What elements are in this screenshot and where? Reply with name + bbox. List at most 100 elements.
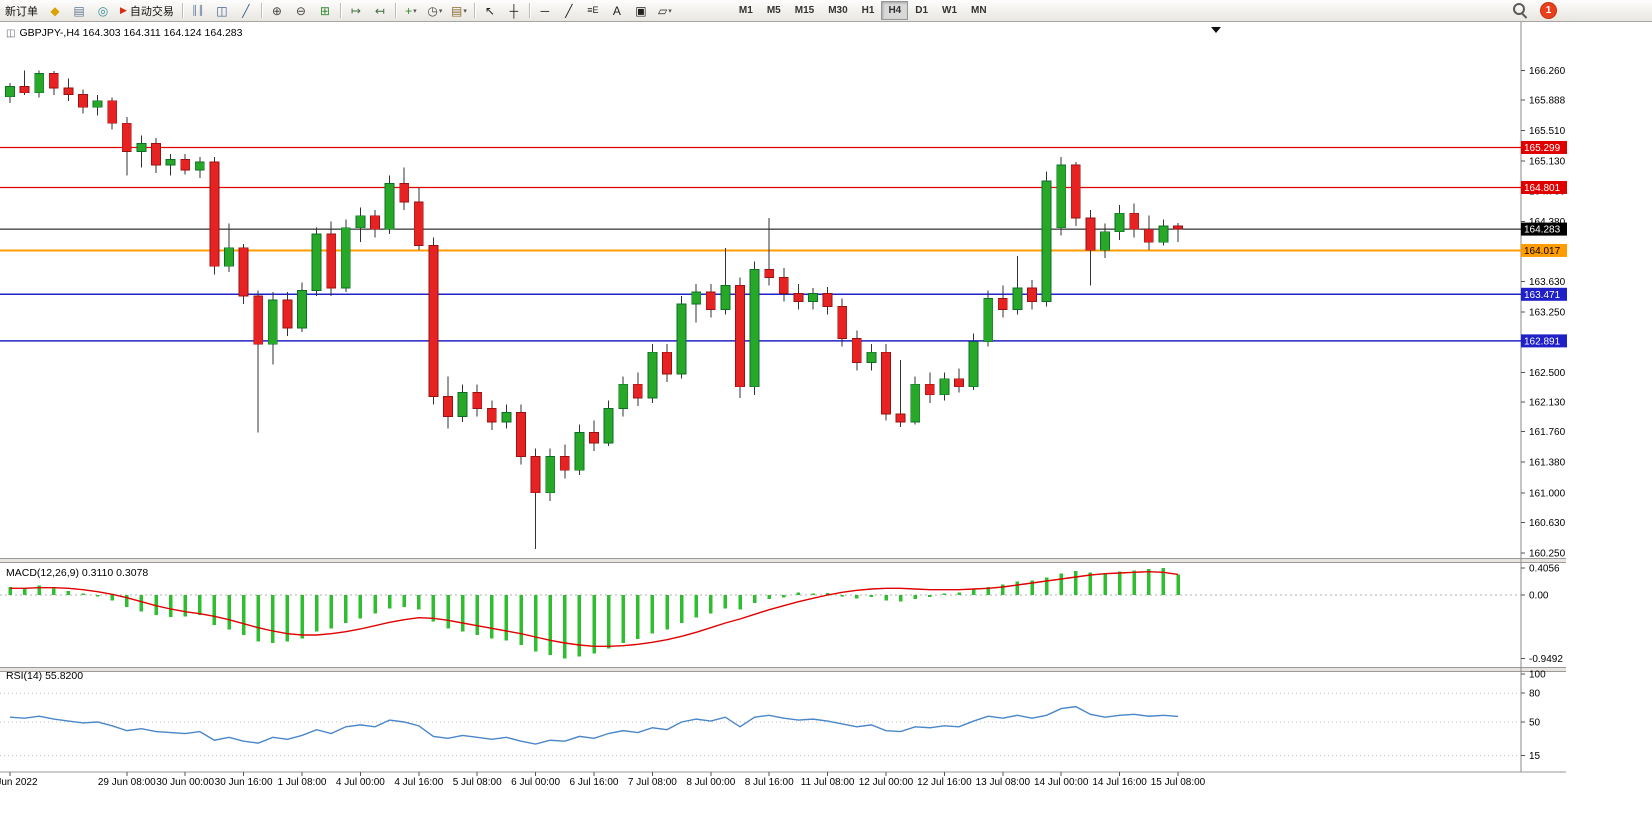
print-icon[interactable]: ▤: [67, 1, 91, 21]
line-chart-icon[interactable]: ╱: [234, 1, 258, 21]
trendline-icon: ╱: [565, 3, 573, 18]
text-tool-icon[interactable]: A: [605, 1, 629, 21]
candle: [778, 277, 789, 294]
rsi-axis-label: 80: [1529, 689, 1541, 700]
candle: [954, 378, 964, 388]
fibonacci-icon[interactable]: ≡E: [581, 1, 605, 21]
horizontal-lines[interactable]: [0, 146, 1521, 342]
candle: [632, 383, 643, 399]
price-axis-label: 161.000: [1529, 488, 1566, 499]
arrows-tool-icon[interactable]: ▣: [629, 1, 653, 21]
candle: [78, 93, 88, 108]
tile-windows-icon[interactable]: ⊞: [313, 1, 337, 21]
trendline-icon[interactable]: ╱: [557, 1, 581, 21]
toolbar-separator: [528, 3, 530, 18]
candle: [1085, 217, 1096, 251]
time-axis-label: 1 Jul 08:00: [278, 777, 327, 788]
zoom-out-icon[interactable]: ⊖: [289, 1, 313, 21]
candle: [151, 142, 161, 166]
candle: [1143, 228, 1154, 243]
candle: [311, 233, 322, 291]
candle: [691, 291, 702, 305]
candle: [48, 73, 59, 89]
candle: [530, 456, 541, 494]
symbol-ohlc-header: ◫ GBPJPY-,H4 164.303 164.311 164.124 164…: [6, 27, 242, 39]
macd-signal-line: [10, 570, 1179, 648]
price-chart-svg[interactable]: 166.260165.888165.510165.130164.760164.3…: [0, 22, 1652, 791]
time-axis-label: 30 Jun 16:00: [215, 777, 273, 788]
chart-shift-marker[interactable]: [1211, 27, 1221, 33]
timeframe-h1[interactable]: H1: [861, 5, 875, 16]
price-tags[interactable]: 165.299 164.801 164.283 164.017 163.471 162.8…: [1521, 140, 1567, 348]
timeframe-mn[interactable]: MN: [971, 5, 987, 16]
new-order-button[interactable]: 新订单: [0, 1, 43, 21]
macd-indicator-label: MACD(12,26,9) 0.3110 0.3078: [6, 567, 149, 579]
time-axis-label: 6 Jul 00:00: [511, 777, 560, 788]
price-axis-label: 161.380: [1529, 458, 1566, 469]
profile-icon[interactable]: ◆: [43, 1, 67, 21]
time-axis-label: 14 Jul 16:00: [1092, 777, 1147, 788]
timeframe-w1[interactable]: W1: [942, 5, 958, 16]
cursor-icon[interactable]: ↖: [478, 1, 502, 21]
candle: [749, 269, 760, 388]
bar-chart-icon[interactable]: ║║: [186, 1, 210, 21]
chart-shift-icon[interactable]: ↤: [368, 1, 392, 21]
periods-icon: ◷: [427, 3, 438, 18]
timeframe-m1[interactable]: M1: [738, 5, 753, 16]
timeframe-m30[interactable]: M30: [828, 5, 848, 16]
candle: [355, 215, 366, 229]
search-icon[interactable]: [1513, 3, 1529, 19]
price-axis-label: 163.630: [1529, 277, 1566, 288]
time-axis-label: 28 Jun 2022: [0, 777, 38, 788]
horizontal-line-icon[interactable]: ─: [533, 1, 557, 21]
auto-scroll-icon[interactable]: ↦: [344, 1, 368, 21]
panel-separator[interactable]: [0, 558, 1566, 563]
timeframe-d1[interactable]: D1: [915, 5, 929, 16]
zoom-in-icon[interactable]: ⊕: [265, 1, 289, 21]
tile-windows-icon: ⊞: [319, 3, 330, 18]
notification-badge[interactable]: 1: [1541, 3, 1556, 18]
data-window-icon[interactable]: ◎: [91, 1, 115, 21]
rsi-line: [9, 705, 1179, 745]
panel-separator[interactable]: [0, 667, 1566, 672]
candle: [1027, 287, 1037, 303]
candle: [486, 408, 497, 423]
rsi-axis-label: 50: [1529, 718, 1541, 729]
chart-window[interactable]: 166.260165.888165.510165.130164.760164.3…: [0, 22, 1652, 791]
candle: [224, 247, 234, 267]
shapes-dropdown[interactable]: ▱ ▾: [653, 1, 677, 21]
candle: [924, 383, 935, 396]
candlestick-chart-icon[interactable]: ◫: [210, 1, 234, 21]
search-lens: [1513, 3, 1525, 15]
price-axis[interactable]: 166.260165.888165.510165.130164.760164.3…: [1521, 66, 1566, 560]
price-axis-label: 163.250: [1529, 308, 1566, 319]
text-tool-icon: A: [612, 3, 621, 18]
toolbar: 新订单 ◆ ▤ ◎ ▶ 自动交易 ║║ ◫ ╱ ⊕ ⊖ ⊞ ↦ ↤ + ▾ ◷ ▾ ▤ ▾ ↖ ┼ ─ ╱ ≡E A ▣ ▱ ▾ M1 M5…: [0, 0, 1652, 22]
templates-dropdown[interactable]: ▤ ▾: [447, 1, 471, 21]
chart-type-mini-icon: ◫: [6, 27, 16, 39]
timeframe-m15[interactable]: M15: [794, 5, 815, 16]
timeframe-h4[interactable]: H4: [881, 1, 909, 20]
candle: [165, 159, 176, 166]
rsi-indicator-label: RSI(14) 55.8200: [6, 670, 84, 682]
candle: [662, 351, 672, 375]
candle: [63, 87, 74, 95]
candle: [1100, 231, 1110, 251]
line-chart-icon: ╱: [242, 3, 250, 18]
timeframe-m5[interactable]: M5: [766, 5, 781, 16]
new-chart-icon: +: [405, 3, 413, 18]
print-icon: ▤: [73, 3, 85, 18]
data-window-icon: ◎: [97, 3, 109, 18]
candle: [282, 299, 293, 329]
periods-dropdown[interactable]: ◷ ▾: [423, 1, 447, 21]
candle: [851, 338, 862, 364]
candle: [238, 247, 249, 297]
crosshair-icon[interactable]: ┼: [502, 1, 526, 21]
candle: [705, 291, 716, 311]
time-axis-label: 14 Jul 00:00: [1034, 777, 1089, 788]
new-chart-dropdown[interactable]: + ▾: [399, 1, 423, 21]
autotrading-button[interactable]: ▶ 自动交易: [115, 1, 179, 21]
candle: [603, 408, 614, 444]
candle: [808, 293, 818, 303]
